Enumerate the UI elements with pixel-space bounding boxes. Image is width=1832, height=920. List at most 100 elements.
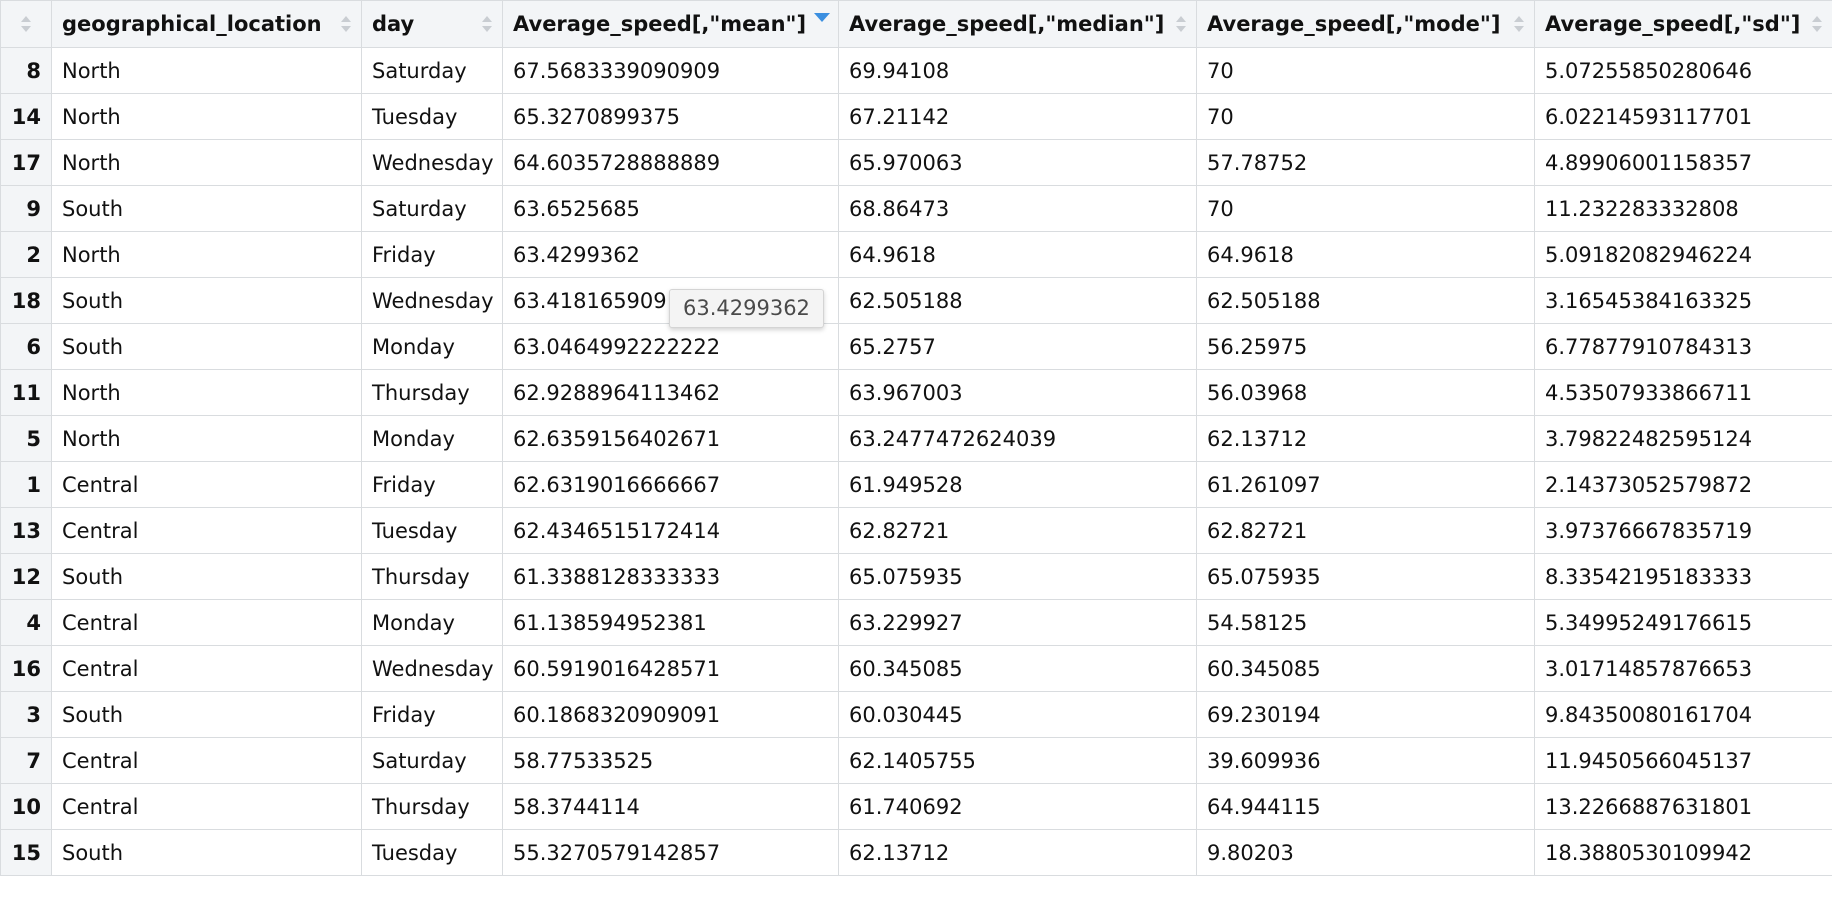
table-cell[interactable]: Wednesday: [361, 139, 503, 186]
table-cell[interactable]: North: [51, 47, 362, 94]
table-cell[interactable]: Central: [51, 645, 362, 692]
table-cell[interactable]: 69.230194: [1196, 691, 1535, 738]
table-cell[interactable]: 64.944115: [1196, 783, 1535, 830]
table-cell[interactable]: 64.9618: [838, 231, 1197, 278]
table-cell[interactable]: 62.6319016666667: [502, 461, 839, 508]
table-cell[interactable]: Saturday: [361, 737, 503, 784]
table-cell[interactable]: 65.2757: [838, 323, 1197, 370]
table-cell[interactable]: 63.967003: [838, 369, 1197, 416]
table-cell[interactable]: 62.6359156402671: [502, 415, 839, 462]
table-cell[interactable]: 70: [1196, 47, 1535, 94]
table-cell[interactable]: 67.5683339090909: [502, 47, 839, 94]
table-cell[interactable]: 63.4299362: [502, 231, 839, 278]
row-number-cell[interactable]: 2: [0, 231, 52, 278]
table-cell[interactable]: 11.9450566045137: [1534, 737, 1832, 784]
table-cell[interactable]: 3.97376667835719: [1534, 507, 1832, 554]
table-cell[interactable]: 13.2266887631801: [1534, 783, 1832, 830]
row-number-cell[interactable]: 16: [0, 645, 52, 692]
table-cell[interactable]: Monday: [361, 415, 503, 462]
column-header[interactable]: geographical_location: [51, 0, 362, 48]
table-cell[interactable]: 60.1868320909091: [502, 691, 839, 738]
table-cell[interactable]: 69.94108: [838, 47, 1197, 94]
table-cell[interactable]: 65.075935: [838, 553, 1197, 600]
table-cell[interactable]: Thursday: [361, 783, 503, 830]
table-cell[interactable]: 5.09182082946224: [1534, 231, 1832, 278]
table-cell[interactable]: 54.58125: [1196, 599, 1535, 646]
sort-icon[interactable]: [341, 16, 351, 32]
row-number-cell[interactable]: 9: [0, 185, 52, 232]
row-number-cell[interactable]: 18: [0, 277, 52, 324]
table-cell[interactable]: 58.77533525: [502, 737, 839, 784]
table-cell[interactable]: North: [51, 139, 362, 186]
table-cell[interactable]: South: [51, 277, 362, 324]
table-cell[interactable]: Monday: [361, 599, 503, 646]
table-cell[interactable]: North: [51, 415, 362, 462]
row-number-cell[interactable]: 3: [0, 691, 52, 738]
table-cell[interactable]: 63.0464992222222: [502, 323, 839, 370]
table-cell[interactable]: Wednesday: [361, 645, 503, 692]
table-cell[interactable]: North: [51, 231, 362, 278]
table-cell[interactable]: 8.33542195183333: [1534, 553, 1832, 600]
table-cell[interactable]: 4.89906001158357: [1534, 139, 1832, 186]
row-number-cell[interactable]: 17: [0, 139, 52, 186]
table-cell[interactable]: Monday: [361, 323, 503, 370]
table-cell[interactable]: 60.030445: [838, 691, 1197, 738]
table-cell[interactable]: Friday: [361, 461, 503, 508]
table-cell[interactable]: 61.3388128333333: [502, 553, 839, 600]
sort-icon[interactable]: [1514, 16, 1524, 32]
table-cell[interactable]: 60.345085: [838, 645, 1197, 692]
table-cell[interactable]: 5.34995249176615: [1534, 599, 1832, 646]
table-cell[interactable]: 65.970063: [838, 139, 1197, 186]
table-cell[interactable]: 61.261097: [1196, 461, 1535, 508]
row-number-cell[interactable]: 7: [0, 737, 52, 784]
column-header[interactable]: day: [361, 0, 503, 48]
row-number-cell[interactable]: 14: [0, 93, 52, 140]
table-cell[interactable]: 61.138594952381: [502, 599, 839, 646]
table-cell[interactable]: 62.9288964113462: [502, 369, 839, 416]
table-cell[interactable]: 60.345085: [1196, 645, 1535, 692]
table-cell[interactable]: 70: [1196, 93, 1535, 140]
row-number-header[interactable]: [0, 0, 52, 48]
row-number-cell[interactable]: 10: [0, 783, 52, 830]
table-cell[interactable]: 3.79822482595124: [1534, 415, 1832, 462]
table-cell[interactable]: 64.6035728888889: [502, 139, 839, 186]
row-number-cell[interactable]: 15: [0, 829, 52, 876]
table-cell[interactable]: 65.075935: [1196, 553, 1535, 600]
row-number-cell[interactable]: 1: [0, 461, 52, 508]
table-cell[interactable]: 63.229927: [838, 599, 1197, 646]
row-number-cell[interactable]: 11: [0, 369, 52, 416]
table-cell[interactable]: 62.4346515172414: [502, 507, 839, 554]
table-cell[interactable]: 3.01714857876653: [1534, 645, 1832, 692]
table-cell[interactable]: Central: [51, 507, 362, 554]
table-cell[interactable]: North: [51, 93, 362, 140]
table-cell[interactable]: Saturday: [361, 47, 503, 94]
row-number-cell[interactable]: 13: [0, 507, 52, 554]
table-cell[interactable]: Central: [51, 461, 362, 508]
table-cell[interactable]: 62.505188: [1196, 277, 1535, 324]
row-number-cell[interactable]: 12: [0, 553, 52, 600]
table-cell[interactable]: 64.9618: [1196, 231, 1535, 278]
table-cell[interactable]: 58.3744114: [502, 783, 839, 830]
table-cell[interactable]: 62.505188: [838, 277, 1197, 324]
table-cell[interactable]: 39.609936: [1196, 737, 1535, 784]
table-cell[interactable]: Wednesday: [361, 277, 503, 324]
table-cell[interactable]: 18.3880530109942: [1534, 829, 1832, 876]
row-number-cell[interactable]: 6: [0, 323, 52, 370]
column-header[interactable]: Average_speed[,"median"]: [838, 0, 1197, 48]
table-cell[interactable]: 3.16545384163325: [1534, 277, 1832, 324]
table-cell[interactable]: 62.1405755: [838, 737, 1197, 784]
table-cell[interactable]: 67.21142: [838, 93, 1197, 140]
sort-icon[interactable]: [1176, 16, 1186, 32]
table-cell[interactable]: 61.949528: [838, 461, 1197, 508]
table-cell[interactable]: Central: [51, 599, 362, 646]
table-cell[interactable]: 70: [1196, 185, 1535, 232]
table-cell[interactable]: 61.740692: [838, 783, 1197, 830]
sort-icon[interactable]: [482, 16, 492, 32]
row-number-cell[interactable]: 4: [0, 599, 52, 646]
table-cell[interactable]: 9.84350080161704: [1534, 691, 1832, 738]
table-cell[interactable]: 5.07255850280646: [1534, 47, 1832, 94]
table-cell[interactable]: 55.3270579142857: [502, 829, 839, 876]
table-cell[interactable]: 57.78752: [1196, 139, 1535, 186]
column-header[interactable]: Average_speed[,"mean"]: [502, 0, 839, 48]
table-cell[interactable]: Tuesday: [361, 829, 503, 876]
